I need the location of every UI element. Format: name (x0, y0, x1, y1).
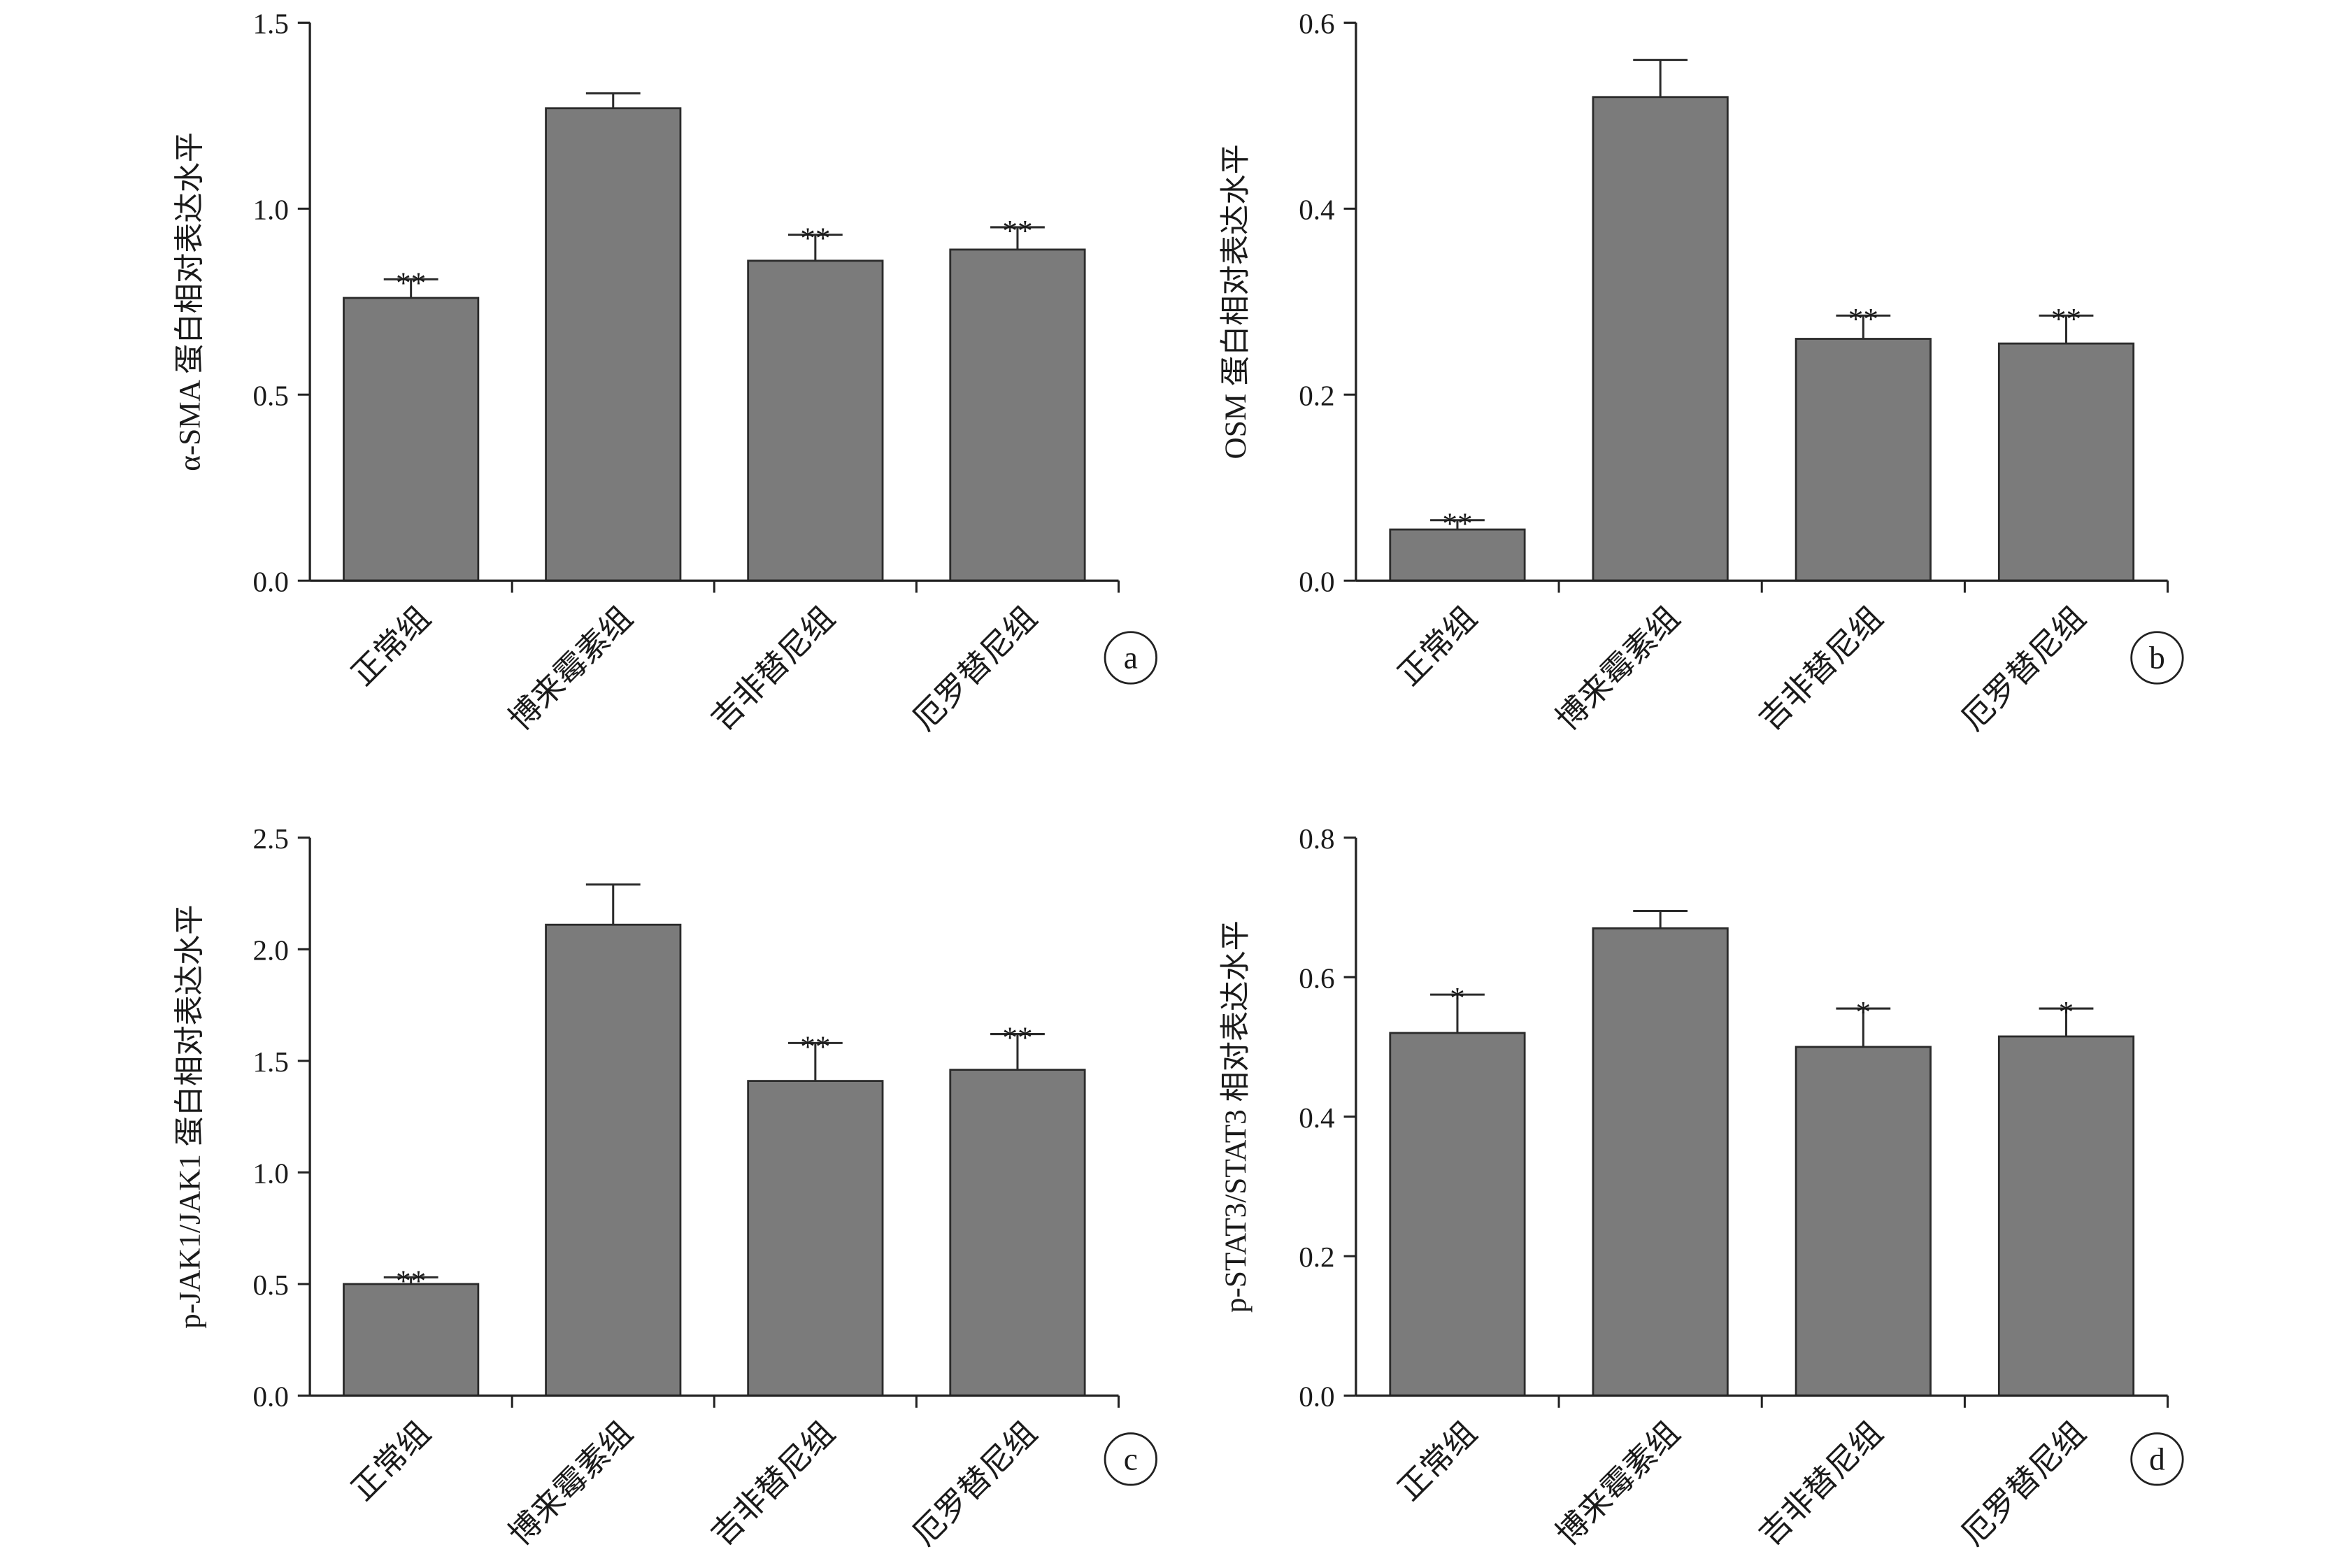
category-label: 正常组 (1392, 600, 1484, 692)
significance-label: ** (1442, 507, 1472, 541)
y-tick-label: 1.0 (253, 1157, 289, 1190)
panel-c: ** 正常组 博来霉素组 ** 吉非替尼组 ** 厄罗替尼组 0.0 0.5 1.0 1.5 2.0 2… (173, 822, 1157, 1552)
category-label: 厄罗替尼组 (1955, 600, 2092, 737)
bar (1997, 1035, 2135, 1397)
y-tick-label: 0.6 (1299, 962, 1334, 994)
category-label: 博来霉素组 (1550, 1415, 1687, 1552)
category-label: 正常组 (345, 1415, 437, 1507)
y-axis-title: p-STAT3/STAT3 相对表达水平 (1219, 920, 1253, 1313)
category-label: 博来霉素组 (1550, 600, 1687, 737)
y-tick-label: 1.5 (253, 1046, 289, 1078)
category-label: 厄罗替尼组 (907, 1415, 1044, 1552)
panel-a: ** 正常组 博来霉素组 ** 吉非替尼组 ** 厄罗替尼组 0.0 0.5 1.0 1.5 α-SM… (173, 8, 1157, 737)
bar (1389, 1032, 1526, 1397)
category-label: 吉非替尼组 (704, 1415, 841, 1552)
y-tick-label: 0.4 (1299, 1102, 1334, 1134)
bar (1997, 342, 2135, 582)
significance-label: ** (1002, 214, 1032, 248)
y-tick-label: 0.5 (253, 379, 289, 411)
panel-label-circle (1104, 1432, 1157, 1486)
bar (343, 1283, 480, 1397)
category-label: 厄罗替尼组 (907, 600, 1044, 737)
bar (1592, 927, 1729, 1397)
panel-label: a (1124, 641, 1138, 676)
y-tick-label: 2.5 (253, 822, 289, 855)
significance-label: ** (1002, 1021, 1032, 1055)
category-label: 吉非替尼组 (1753, 1415, 1890, 1552)
y-tick-label: 2.0 (253, 934, 289, 966)
bar (545, 923, 682, 1397)
significance-label: ** (1848, 303, 1878, 336)
panel-label: d (2149, 1441, 2165, 1476)
y-tick-label: 0.0 (1299, 565, 1334, 597)
y-tick-label: 0.5 (253, 1269, 289, 1301)
y-axis-title: α-SMA 蛋白相对表达水平 (173, 132, 206, 471)
panel-label-circle (1104, 631, 1157, 685)
y-tick-label: 0.2 (1299, 379, 1334, 411)
category-label: 厄罗替尼组 (1955, 1415, 2092, 1552)
panel-label-circle (2130, 631, 2184, 685)
y-axis-title: OSM 蛋白相对表达水平 (1219, 144, 1253, 459)
panel-d: * 正常组 博来霉素组 * 吉非替尼组 * 厄罗替尼组 0.0 0.2 0.4 0.6 0.8 p-ST… (1219, 822, 2184, 1552)
significance-label: * (1856, 996, 1871, 1029)
significance-label: ** (2051, 303, 2081, 336)
bar (747, 1080, 884, 1397)
y-tick-label: 1.0 (253, 193, 289, 225)
category-label: 吉非替尼组 (704, 600, 841, 737)
y-tick-label: 0.0 (253, 565, 289, 597)
significance-label: ** (800, 1030, 830, 1064)
bar (343, 297, 480, 582)
category-label: 吉非替尼组 (1753, 600, 1890, 737)
y-tick-label: 0.0 (1299, 1381, 1334, 1413)
panel-b: ** 正常组 博来霉素组 ** 吉非替尼组 ** 厄罗替尼组 0.0 0.2 0.4 0.6 OSM … (1219, 8, 2184, 737)
category-label: 正常组 (345, 600, 437, 692)
y-tick-label: 1.5 (253, 8, 289, 40)
bar (1592, 96, 1729, 582)
y-tick-label: 0.6 (1299, 8, 1334, 40)
y-axis-title: p-JAK1/JAK1 蛋白相对表达水平 (173, 904, 206, 1328)
y-tick-label: 0.4 (1299, 193, 1334, 225)
category-label: 正常组 (1392, 1415, 1484, 1507)
y-tick-label: 0.2 (1299, 1241, 1334, 1273)
bar (545, 107, 682, 582)
category-label: 博来霉素组 (502, 1415, 639, 1552)
y-tick-label: 0.0 (253, 1381, 289, 1413)
significance-label: * (2059, 996, 2074, 1029)
bar (949, 1069, 1086, 1397)
significance-label: * (1450, 982, 1465, 1015)
y-tick-label: 0.8 (1299, 822, 1334, 855)
significance-label: ** (800, 222, 830, 255)
bar (1795, 1046, 1932, 1397)
significance-label: ** (396, 1264, 426, 1298)
bar (1795, 338, 1932, 582)
significance-label: ** (396, 266, 426, 300)
panel-label: c (1124, 1441, 1138, 1476)
category-label: 博来霉素组 (502, 600, 639, 737)
panel-label-circle (2130, 1432, 2184, 1486)
panel-label: b (2149, 641, 2165, 676)
bar (949, 248, 1086, 582)
bar (747, 259, 884, 582)
